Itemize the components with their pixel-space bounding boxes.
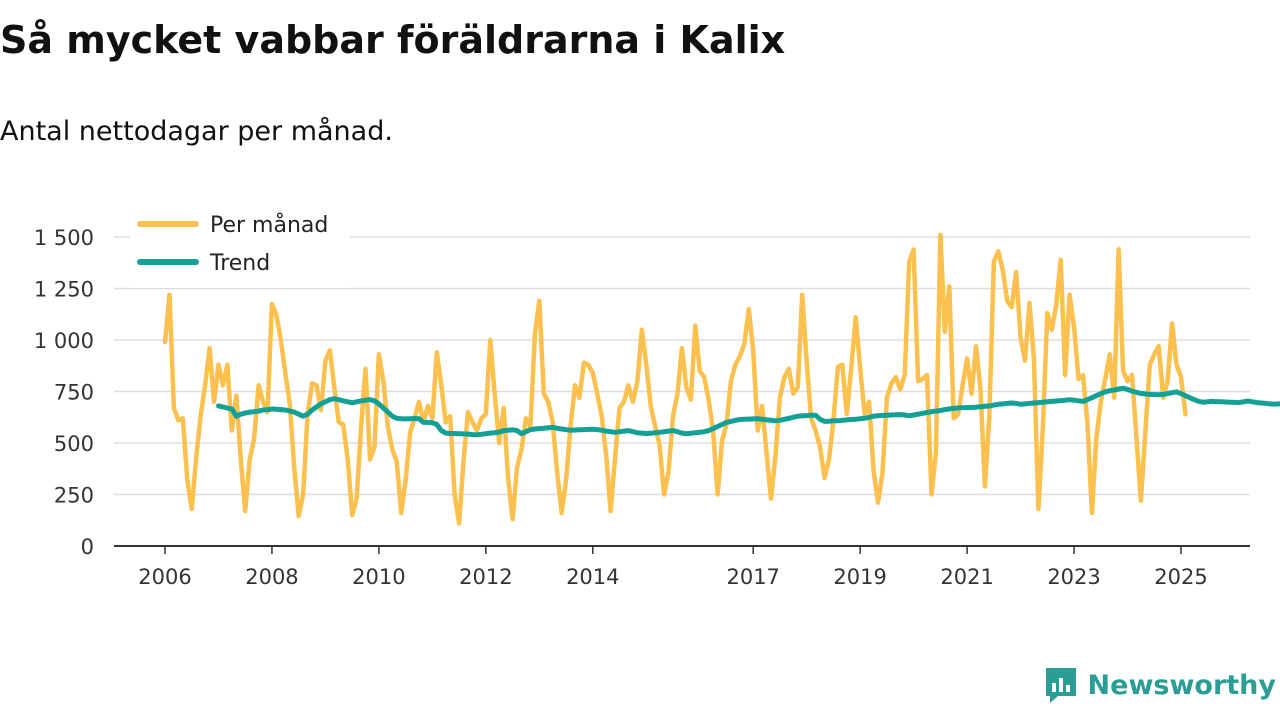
x-tick-label: 2006 [138, 565, 191, 589]
chart-title: Så mycket vabbar föräldrarna i Kalix [0, 18, 786, 62]
x-axis: 2006 2008 2010 2012 2014 2017 2019 2021 2023 2025 [114, 545, 1250, 589]
x-tick-label: 2008 [245, 565, 298, 589]
x-tick-label: 2023 [1047, 565, 1100, 589]
y-tick-label: 750 [54, 381, 94, 405]
y-axis-labels: 0 250 500 750 1 000 1 250 1 500 [34, 226, 94, 559]
x-tick-label: 2012 [459, 565, 512, 589]
brand-name: Newsworthy [1087, 669, 1276, 701]
y-tick-label: 0 [81, 535, 94, 559]
series-per-manad-line [162, 232, 1188, 526]
y-tick-label: 250 [54, 484, 94, 508]
x-tick-label: 2025 [1154, 565, 1207, 589]
x-tick-label: 2010 [352, 565, 405, 589]
series-trend-line [216, 385, 1280, 438]
chart-subtitle: Antal nettodagar per månad. [0, 116, 393, 147]
legend-label-per-manad: Per månad [210, 212, 328, 238]
legend-label-trend: Trend [209, 251, 270, 276]
y-tick-label: 500 [54, 432, 94, 456]
y-tick-label: 1 000 [34, 329, 94, 353]
x-tick-label: 2017 [726, 565, 779, 589]
x-tick-label: 2019 [833, 565, 886, 589]
line-chart: 2006 2008 2010 2012 2014 2017 2019 2021 2023 2025… [33, 208, 1280, 589]
series-lines [162, 232, 1280, 526]
x-tick-label: 2014 [566, 565, 619, 589]
y-tick-label: 1 500 [34, 226, 94, 250]
newsworthy-logo-icon [1045, 668, 1076, 703]
x-tick-label: 2021 [940, 565, 993, 589]
y-tick-label: 1 250 [34, 278, 94, 302]
legend: Per månad Trend [130, 208, 350, 288]
brand-logo: Newsworthy [1044, 666, 1276, 704]
